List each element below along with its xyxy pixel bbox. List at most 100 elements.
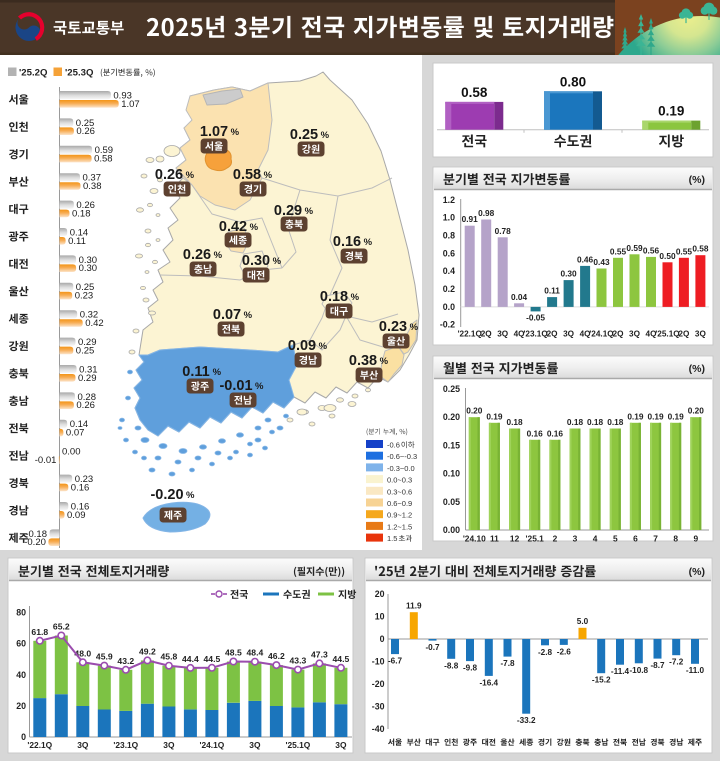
svg-text:0.09: 0.09 [67, 510, 86, 521]
svg-text:0.80: 0.80 [560, 74, 586, 89]
svg-text:0.55: 0.55 [676, 246, 693, 256]
svg-text:0.8: 0.8 [443, 231, 455, 241]
svg-text:0.59: 0.59 [95, 145, 114, 156]
svg-text:'22.1Q: '22.1Q [458, 330, 483, 339]
svg-text:6: 6 [633, 534, 638, 544]
svg-text:0.31: 0.31 [79, 364, 98, 375]
svg-text:-7.8: -7.8 [500, 659, 515, 668]
svg-text:-2.6: -2.6 [557, 647, 572, 656]
svg-text:%: % [255, 381, 264, 392]
svg-text:1.2~1.5: 1.2~1.5 [387, 522, 412, 531]
svg-text:0.98: 0.98 [478, 208, 495, 218]
svg-text:-8.7: -8.7 [650, 661, 665, 670]
svg-text:0.15: 0.15 [443, 440, 460, 450]
svg-text:%: % [305, 206, 314, 217]
svg-text:0.20: 0.20 [443, 412, 460, 422]
svg-text:0.30: 0.30 [561, 269, 578, 279]
svg-text:0.2: 0.2 [443, 284, 455, 294]
svg-text:(%): (%) [689, 566, 705, 578]
svg-text:0.38: 0.38 [83, 181, 102, 192]
svg-text:0.00: 0.00 [443, 525, 460, 535]
svg-text:0.58: 0.58 [692, 244, 709, 254]
svg-text:43.2: 43.2 [117, 656, 134, 666]
svg-text:-40: -40 [372, 724, 385, 734]
svg-text:0.25: 0.25 [76, 118, 95, 129]
svg-text:0.19: 0.19 [648, 411, 665, 421]
svg-text:-0.3~0.0: -0.3~0.0 [387, 464, 415, 473]
svg-text:2Q: 2Q [481, 330, 493, 339]
svg-text:0.05: 0.05 [443, 497, 460, 507]
svg-text:0.29: 0.29 [78, 373, 97, 384]
svg-text:%: % [250, 222, 259, 233]
svg-text:0.26: 0.26 [76, 200, 95, 211]
svg-text:43.3: 43.3 [290, 656, 307, 666]
svg-text:0.30: 0.30 [79, 255, 98, 266]
svg-text:'25.1Q: '25.1Q [285, 740, 310, 750]
svg-text:-2.8: -2.8 [538, 648, 553, 657]
svg-text:2: 2 [553, 534, 558, 544]
svg-text:0.14: 0.14 [70, 419, 89, 430]
svg-text:0.6: 0.6 [443, 248, 455, 258]
svg-text:3Q: 3Q [563, 330, 575, 339]
svg-text:0.29: 0.29 [274, 203, 302, 219]
svg-text:3Q: 3Q [77, 740, 89, 750]
svg-text:'25.3Q: '25.3Q [65, 67, 94, 78]
svg-text:0.78: 0.78 [495, 226, 512, 236]
svg-text:0.10: 0.10 [443, 469, 460, 479]
svg-text:0.11: 0.11 [182, 364, 209, 380]
svg-text:0.09: 0.09 [288, 338, 316, 354]
svg-text:-0.6~-0.3: -0.6~-0.3 [387, 452, 417, 461]
svg-text:20: 20 [16, 701, 26, 711]
svg-text:%: % [321, 130, 330, 141]
svg-text:0.55: 0.55 [610, 246, 627, 256]
svg-text:0.23: 0.23 [379, 319, 407, 335]
svg-text:3Q: 3Q [695, 330, 707, 339]
svg-text:45.9: 45.9 [96, 652, 113, 662]
svg-text:3Q: 3Q [497, 330, 509, 339]
svg-text:-20: -20 [372, 679, 385, 689]
svg-text:12: 12 [510, 534, 520, 544]
svg-text:0.18: 0.18 [567, 417, 584, 427]
svg-text:5.0: 5.0 [577, 617, 589, 626]
svg-text:(%): (%) [689, 174, 705, 186]
svg-text:0: 0 [21, 732, 26, 742]
svg-text:0.16: 0.16 [333, 234, 361, 250]
svg-text:0.4: 0.4 [443, 266, 455, 276]
svg-text:0.42: 0.42 [219, 219, 247, 235]
svg-text:%: % [319, 341, 328, 352]
svg-text:0.50: 0.50 [659, 251, 676, 261]
svg-text:0.26: 0.26 [183, 247, 211, 263]
svg-text:0.91: 0.91 [462, 214, 479, 224]
svg-text:45.8: 45.8 [161, 652, 178, 662]
svg-text:2Q: 2Q [678, 330, 690, 339]
svg-text:0.26: 0.26 [155, 167, 183, 183]
svg-text:80: 80 [16, 608, 26, 618]
svg-text:0.18: 0.18 [320, 289, 348, 305]
svg-text:0.3~0.6: 0.3~0.6 [387, 487, 412, 496]
svg-text:0.6~0.9: 0.6~0.9 [387, 499, 412, 508]
svg-text:3Q: 3Q [249, 740, 261, 750]
svg-text:11: 11 [490, 534, 499, 544]
svg-text:0.11: 0.11 [544, 286, 560, 296]
svg-text:0.19: 0.19 [627, 411, 644, 421]
svg-text:'25.1Q: '25.1Q [655, 330, 680, 339]
svg-text:60: 60 [16, 639, 26, 649]
svg-text:0.30: 0.30 [242, 253, 270, 269]
svg-text:4: 4 [593, 534, 598, 544]
svg-text:0.28: 0.28 [78, 392, 97, 403]
svg-text:-6.7: -6.7 [388, 657, 403, 666]
svg-text:1.0: 1.0 [443, 213, 455, 223]
svg-text:1.07: 1.07 [200, 124, 228, 140]
svg-text:48.0: 48.0 [74, 648, 91, 658]
svg-text:%: % [214, 250, 223, 261]
svg-text:44.5: 44.5 [204, 654, 221, 664]
svg-text:0.18: 0.18 [72, 208, 91, 219]
svg-text:'24.1Q: '24.1Q [199, 740, 224, 750]
svg-text:0.20: 0.20 [688, 406, 705, 416]
svg-text:9: 9 [693, 534, 698, 544]
svg-text:'23.1Q: '23.1Q [113, 740, 138, 750]
svg-text:%: % [264, 170, 273, 181]
svg-text:0.58: 0.58 [233, 167, 261, 183]
svg-text:0.25: 0.25 [76, 282, 95, 293]
svg-text:0.9~1.2: 0.9~1.2 [387, 511, 412, 520]
